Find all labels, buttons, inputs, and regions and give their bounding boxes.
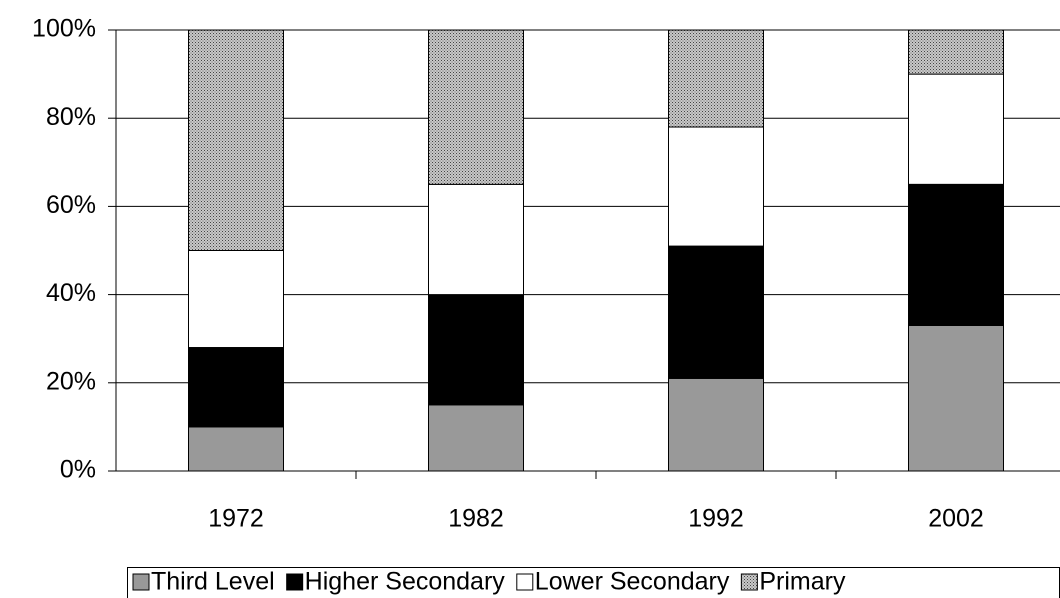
bar-segment xyxy=(188,347,284,428)
x-tick-label: 2002 xyxy=(928,505,984,533)
legend-swatch xyxy=(740,573,758,591)
legend-label: Third Level xyxy=(151,568,275,596)
bar-segment xyxy=(428,404,524,472)
y-tick-label: 60% xyxy=(46,191,96,219)
legend-label: Primary xyxy=(759,568,846,596)
legend-label: Higher Secondary xyxy=(305,568,506,596)
bar-segment xyxy=(908,29,1004,75)
legend-label: Lower Secondary xyxy=(535,568,730,596)
bar-segment xyxy=(428,29,524,185)
y-tick-label: 40% xyxy=(46,279,96,307)
bar-segment xyxy=(668,126,764,247)
x-tick-label: 1982 xyxy=(448,505,504,533)
bar-segment xyxy=(428,183,524,296)
bar-segment xyxy=(188,426,284,472)
y-tick-label: 80% xyxy=(46,103,96,131)
bar-segment xyxy=(668,377,764,472)
y-tick-label: 100% xyxy=(32,15,96,43)
x-tick-label: 1992 xyxy=(688,505,744,533)
legend-swatch xyxy=(516,573,534,591)
x-tick-label: 1972 xyxy=(208,505,264,533)
bar-segment xyxy=(908,324,1004,472)
legend-swatch xyxy=(132,573,150,591)
bar-segment xyxy=(188,250,284,349)
bar-segment xyxy=(668,29,764,128)
legend-swatch xyxy=(286,573,304,591)
bar-segment xyxy=(188,29,284,251)
bar-segment xyxy=(908,73,1004,185)
bar-segment xyxy=(908,183,1004,326)
bar-segment xyxy=(428,294,524,406)
y-tick-label: 0% xyxy=(60,456,96,484)
bar-segment xyxy=(668,245,764,379)
legend-box xyxy=(127,567,1060,598)
y-tick-label: 20% xyxy=(46,367,96,395)
